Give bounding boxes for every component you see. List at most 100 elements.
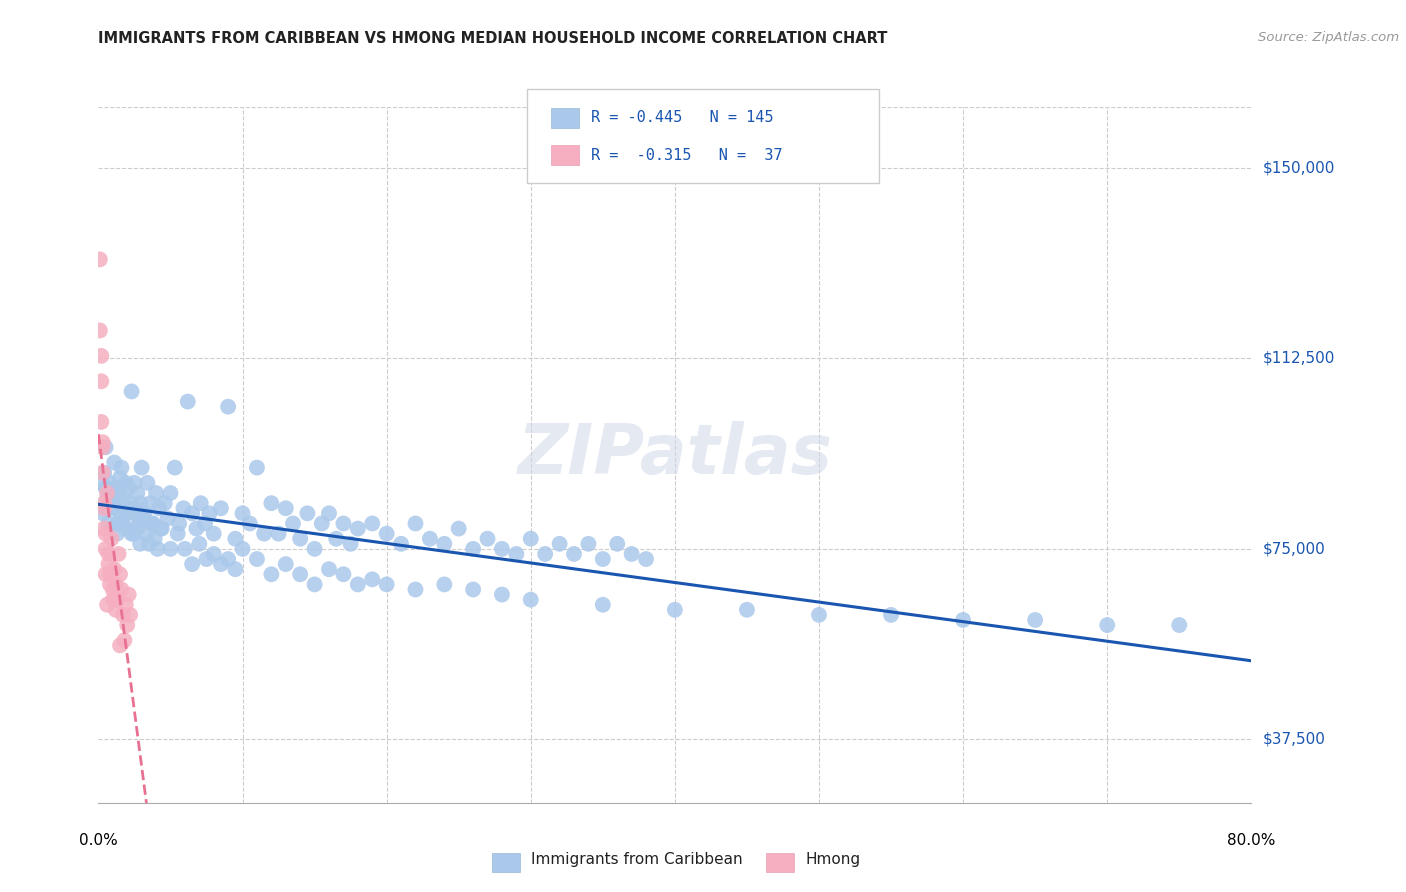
Text: 80.0%: 80.0% (1227, 833, 1275, 848)
Point (118, 588, 141, 602)
Point (297, 506, 319, 520)
Point (389, 537, 412, 551)
Point (332, 567, 354, 582)
Point (174, 541, 197, 556)
Point (224, 532, 246, 546)
Point (405, 516, 427, 531)
Point (100, 486, 122, 500)
Point (167, 516, 190, 531)
Point (735, 603, 758, 617)
Point (339, 537, 361, 551)
Point (592, 598, 614, 612)
Point (90, 349, 112, 363)
Point (132, 511, 155, 525)
Point (231, 506, 254, 520)
Point (128, 516, 150, 531)
Point (375, 526, 398, 541)
Point (260, 567, 283, 582)
Point (142, 516, 165, 531)
Text: R =  -0.315   N =  37: R = -0.315 N = 37 (591, 148, 782, 162)
Point (190, 496, 212, 510)
Point (135, 526, 157, 541)
Point (103, 501, 125, 516)
Point (138, 537, 160, 551)
Point (239, 516, 262, 531)
Point (97, 557, 120, 571)
Point (419, 532, 441, 546)
Point (121, 384, 143, 399)
Text: $112,500: $112,500 (1263, 351, 1334, 366)
Point (172, 501, 194, 516)
Point (606, 537, 628, 551)
Point (217, 552, 239, 566)
Text: $75,000: $75,000 (1263, 541, 1326, 557)
Point (111, 607, 134, 622)
Point (101, 496, 124, 510)
Point (177, 394, 200, 409)
Point (108, 506, 131, 520)
Point (562, 547, 585, 561)
Point (188, 537, 211, 551)
Point (91, 466, 114, 480)
Point (129, 537, 152, 551)
Point (105, 526, 128, 541)
Point (111, 491, 134, 505)
Point (94, 526, 117, 541)
Point (477, 532, 499, 546)
Point (89, 324, 111, 338)
Point (131, 460, 153, 475)
Point (636, 552, 658, 566)
Point (274, 557, 297, 571)
Point (124, 475, 146, 490)
Point (103, 562, 125, 576)
Point (253, 526, 276, 541)
Point (110, 582, 132, 597)
Point (112, 633, 135, 648)
Point (202, 547, 225, 561)
Point (149, 522, 172, 536)
Point (274, 501, 297, 516)
Point (93, 466, 115, 480)
Point (127, 522, 149, 536)
Point (318, 506, 340, 520)
Point (267, 526, 290, 541)
Point (880, 607, 903, 622)
Point (114, 598, 136, 612)
Point (136, 475, 159, 490)
Point (224, 562, 246, 576)
Point (108, 471, 131, 485)
Point (94, 567, 117, 582)
Point (163, 460, 186, 475)
Point (96, 486, 118, 500)
Point (93, 522, 115, 536)
Point (491, 588, 513, 602)
Point (202, 526, 225, 541)
Point (461, 582, 484, 597)
Point (181, 557, 204, 571)
Point (166, 526, 188, 541)
Text: ZIPatlas: ZIPatlas (517, 421, 832, 489)
Point (281, 516, 304, 531)
Point (93, 496, 115, 510)
Point (124, 506, 146, 520)
Point (91, 440, 114, 454)
Point (90, 415, 112, 429)
Point (332, 516, 354, 531)
Point (311, 516, 333, 531)
Point (156, 511, 179, 525)
Point (461, 541, 484, 556)
Point (96, 598, 118, 612)
Point (592, 552, 614, 566)
Point (105, 592, 128, 607)
Point (91, 506, 114, 520)
Point (534, 547, 557, 561)
Point (1097, 618, 1119, 632)
Point (578, 537, 600, 551)
Point (231, 541, 254, 556)
Point (807, 607, 830, 622)
Text: R = -0.445   N = 145: R = -0.445 N = 145 (591, 111, 773, 125)
Point (346, 522, 368, 536)
Point (195, 552, 218, 566)
Point (375, 577, 398, 591)
Point (145, 486, 167, 500)
